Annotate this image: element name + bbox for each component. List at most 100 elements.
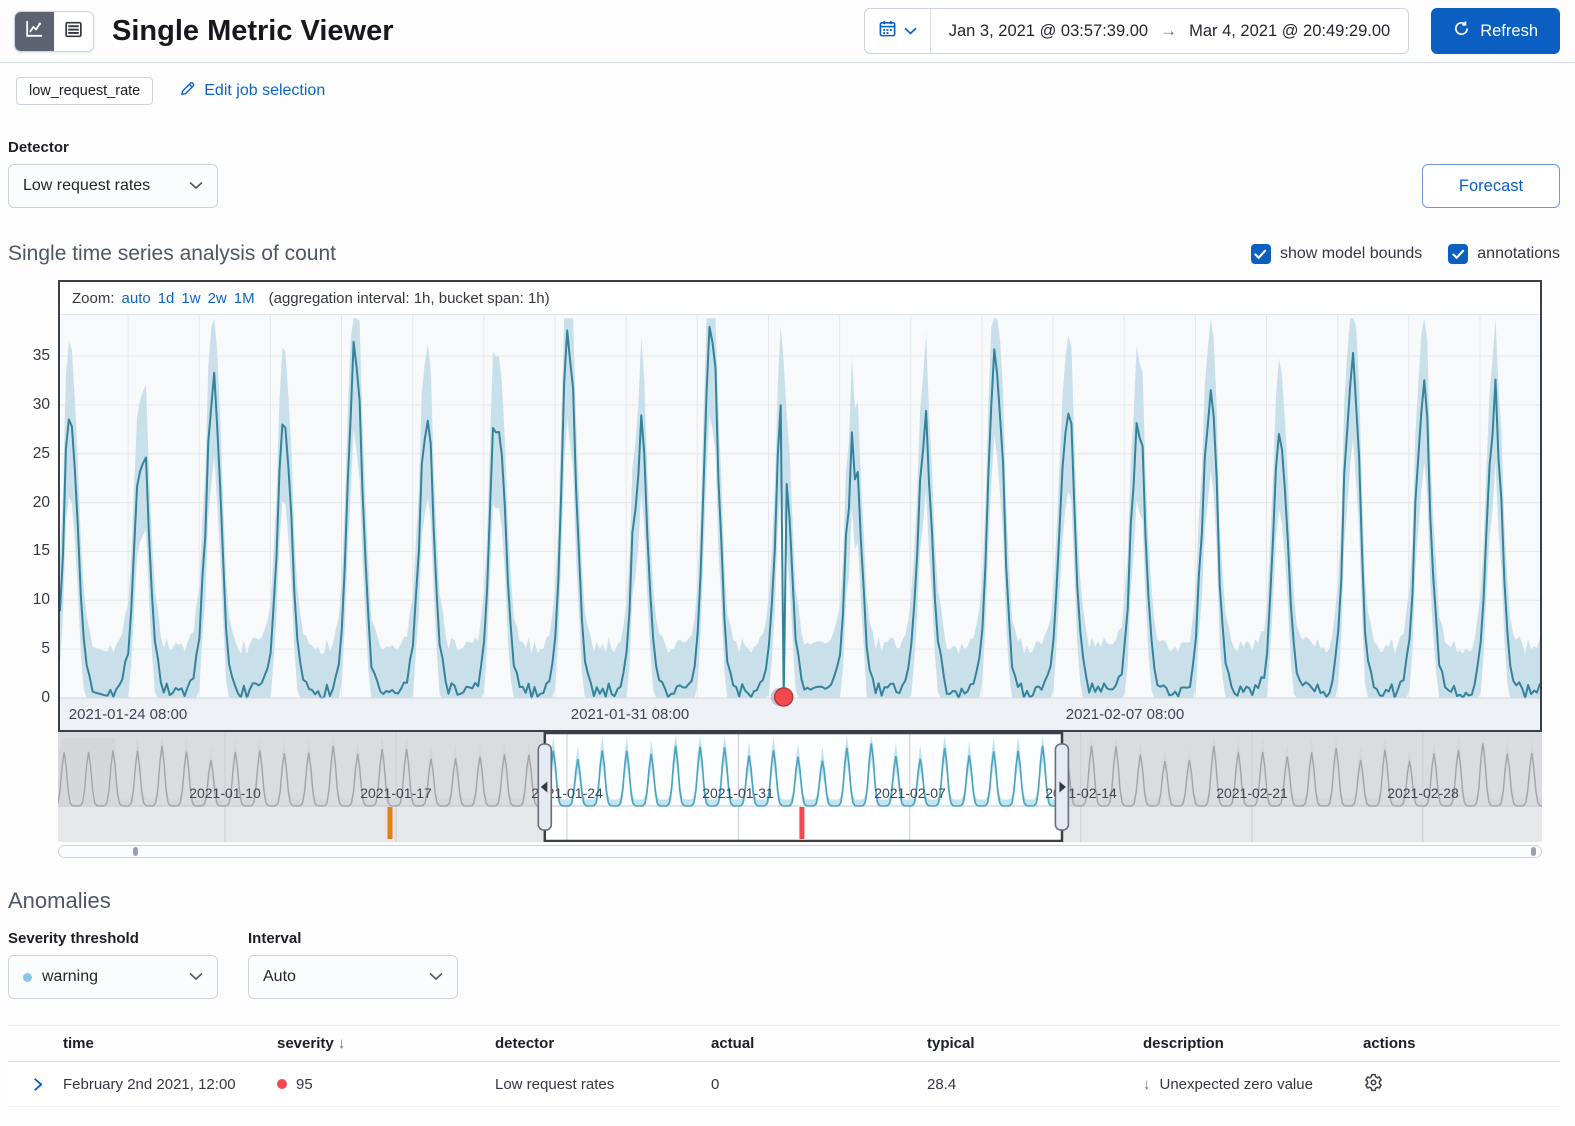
show-model-bounds-checkbox[interactable]: show model bounds [1250,244,1423,264]
svg-text:2021-02-07 08:00: 2021-02-07 08:00 [1066,706,1184,723]
zoom-link-1M[interactable]: 1M [233,289,255,307]
anomalies-table-header: time severity ↓ detector actual typical … [8,1025,1560,1062]
refresh-button[interactable]: Refresh [1431,8,1560,54]
chart-scrollbar[interactable] [58,845,1542,858]
line-chart-icon [24,19,45,43]
zoom-link-1w[interactable]: 1w [181,289,201,307]
refresh-label: Refresh [1480,21,1538,40]
svg-text:2021-01-31: 2021-01-31 [702,785,774,801]
interval-label: Interval [248,930,302,947]
aggregation-note: (aggregation interval: 1h, bucket span: … [268,289,550,307]
svg-text:2021-01-31 08:00: 2021-01-31 08:00 [571,706,689,723]
pencil-icon [179,80,196,102]
annotations-label: annotations [1477,245,1560,262]
detector-selected-value: Low request rates [23,177,151,194]
zoom-link-1d[interactable]: 1d [157,289,175,307]
table-view-toggle[interactable] [54,11,93,51]
quick-select-menu-button[interactable] [865,9,931,53]
zoom-label: Zoom: [72,289,115,307]
series-heading: Single time series analysis of count [8,242,336,265]
svg-text:2021-01-17: 2021-01-17 [360,785,432,801]
chevron-down-icon [189,177,203,195]
show-model-bounds-label: show model bounds [1279,245,1423,262]
detector-label: Detector [8,139,69,156]
anomalies-heading: Anomalies [8,888,111,913]
y-axis-tick-label: 20 [32,493,50,511]
anomalies-section: Anomalies Severity threshold warning Int… [0,888,1575,1107]
refresh-icon [1453,20,1470,42]
scrollbar-handle[interactable] [1530,847,1536,856]
series-section-header: Single time series analysis of count sho… [0,208,1575,280]
page-header: Single Metric Viewer Jan 3, 2021 @ 03:57… [0,0,1575,62]
anomalies-table: time severity ↓ detector actual typical … [8,1025,1560,1107]
arrow-down-icon: ↓ [1143,1075,1151,1093]
severity-threshold-select[interactable]: warning [8,955,218,999]
cell-time: February 2nd 2021, 12:00 [63,1075,236,1093]
calendar-icon [878,19,897,43]
edit-job-selection-link[interactable]: Edit job selection [179,80,325,102]
svg-text:2021-01-10: 2021-01-10 [189,785,261,801]
table-row: February 2nd 2021, 12:00 95 Low request … [8,1062,1560,1107]
sort-descending-icon: ↓ [337,1035,346,1052]
interval-selected-value: Auto [263,968,296,985]
chevron-down-icon [189,968,203,986]
zoom-controls: Zoom: auto 1d 1w 2w 1M (aggregation inte… [60,282,1540,315]
header-divider [0,62,1575,63]
context-chart[interactable]: 2021-01-10 2021-01-17 2021-01-24 2021-01-31… [58,732,1542,842]
timeseries-chart-widget: Zoom: auto 1d 1w 2w 1M (aggregation inte… [33,280,1542,858]
y-axis-tick-label: 25 [32,444,50,462]
column-typical[interactable]: typical [927,1035,975,1052]
table-icon [63,19,84,43]
row-actions-gear-button[interactable] [1363,1072,1384,1096]
focus-chart[interactable]: 2021-01-24 08:00 2021-01-31 08:00 2021-02-… [60,315,1540,730]
column-description[interactable]: description [1143,1035,1224,1052]
actual-series-line [60,325,1540,699]
model-bounds-band [60,318,1540,698]
warning-severity-dot [23,972,32,982]
chevron-down-icon [904,22,917,40]
page-title: Single Metric Viewer [112,14,394,47]
checkbox-checked-icon [1250,244,1271,264]
svg-text:2021-02-07: 2021-02-07 [874,785,946,801]
interval-select[interactable]: Auto [248,955,458,999]
forecast-button[interactable]: Forecast [1422,164,1560,208]
column-detector[interactable]: detector [495,1035,555,1052]
critical-anomaly-marker [799,807,805,839]
end-date[interactable]: Mar 4, 2021 @ 20:49:29.00 [1189,21,1391,40]
cell-typical: 28.4 [927,1075,957,1093]
zoom-link-2w[interactable]: 2w [207,289,227,307]
column-severity[interactable]: severity ↓ [277,1035,346,1052]
brush-handle[interactable] [537,743,553,831]
arrow-right-icon: → [1160,21,1178,40]
edit-job-selection-label: Edit job selection [204,82,326,99]
severity-selected-value: warning [42,968,99,985]
detector-select[interactable]: Low request rates [8,164,218,208]
chevron-down-icon [429,968,443,986]
job-badge[interactable]: low_request_rate [16,77,154,105]
annotations-checkbox[interactable]: annotations [1448,244,1560,264]
start-date[interactable]: Jan 3, 2021 @ 03:57:39.00 [948,21,1149,40]
major-anomaly-marker [387,807,393,839]
date-range-picker[interactable]: Jan 3, 2021 @ 03:57:39.00 → Mar 4, 2021 … [863,8,1410,54]
cell-actual: 0 [711,1075,720,1093]
y-axis-tick-label: 35 [32,347,50,365]
column-time[interactable]: time [63,1035,94,1052]
column-actions: actions [1363,1035,1416,1052]
expand-row-button[interactable] [17,1076,46,1093]
y-axis-tick-label: 30 [32,395,50,413]
checkbox-checked-icon [1448,244,1469,264]
critical-severity-dot [277,1079,287,1089]
scrollbar-handle[interactable] [133,847,139,856]
svg-text:2021-02-28: 2021-02-28 [1387,785,1459,801]
focus-chart-box: Zoom: auto 1d 1w 2w 1M (aggregation inte… [58,280,1542,732]
job-selection-row: low_request_rate Edit job selection [0,63,1575,117]
cell-description: ↓ Unexpected zero value [1143,1075,1313,1093]
zoom-link-auto[interactable]: auto [121,289,151,307]
brush-handle[interactable] [1054,743,1070,831]
y-axis-tick-label: 10 [32,591,50,609]
column-actual[interactable]: actual [711,1035,755,1052]
view-toggle-group [14,10,94,52]
chart-view-toggle[interactable] [15,11,54,51]
y-axis-tick-label: 15 [32,542,50,560]
anomaly-marker-dot [773,687,794,707]
